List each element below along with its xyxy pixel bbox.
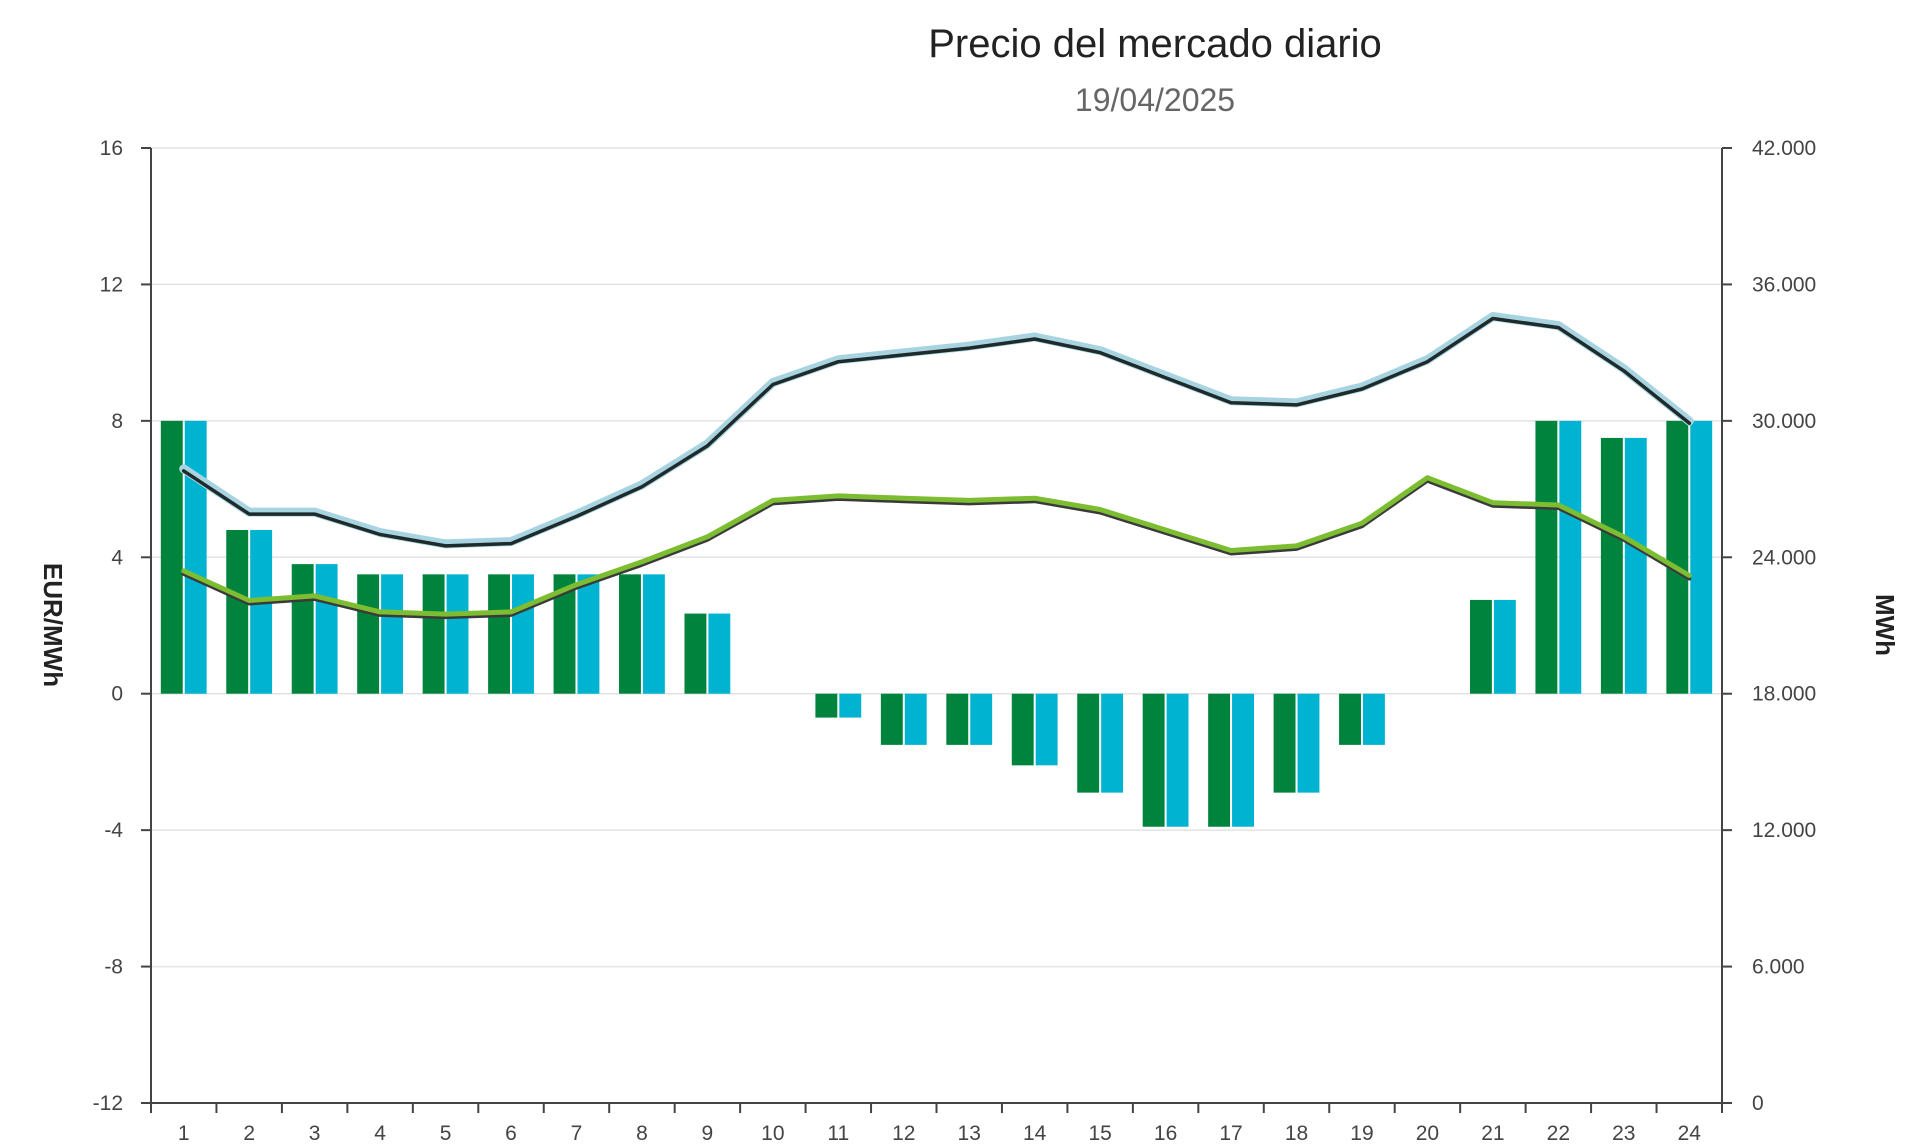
bar-dark [553, 574, 576, 694]
y-right-tick-label: 24.000 [1752, 546, 1816, 569]
bar-dark [1339, 693, 1361, 745]
bar-dark [422, 574, 445, 694]
x-tick-label: 11 [827, 1122, 849, 1145]
bar-light [1101, 693, 1124, 793]
bar-light [446, 574, 469, 694]
y-right-tick-label: 6.000 [1752, 956, 1805, 979]
bar-light [1493, 599, 1516, 694]
line-series [179, 312, 1694, 620]
bar-series [160, 420, 1713, 827]
y-left-tick-label: 0 [111, 683, 123, 706]
y-axis-left-title: EUR/MWh [38, 563, 68, 687]
x-tick-label: 19 [1350, 1122, 1373, 1145]
bar-dark [684, 613, 707, 694]
bar-dark [1600, 437, 1623, 694]
y-right-tick-label: 36.000 [1752, 273, 1816, 296]
bar-dark [1273, 693, 1296, 793]
bar-dark [1077, 693, 1100, 793]
x-tick-label: 4 [374, 1122, 386, 1145]
line-black [181, 316, 1692, 548]
y-right-tick-label: 12.000 [1752, 819, 1816, 842]
chart-subtitle: 19/04/2025 [1074, 82, 1236, 118]
y-right-tick-label: 30.000 [1752, 410, 1816, 433]
y-right-tick-label: 18.000 [1752, 683, 1816, 706]
bar-dark [880, 693, 903, 745]
y-left-tick-label: -12 [93, 1092, 123, 1115]
line-green-shadow [181, 478, 1692, 620]
x-tick-label: 15 [1088, 1122, 1111, 1145]
line-green [181, 475, 1692, 617]
bar-dark [488, 574, 511, 694]
x-tick-label: 20 [1416, 1122, 1439, 1145]
bar-light [839, 693, 862, 718]
x-tick-label: 16 [1154, 1122, 1177, 1145]
bar-light [577, 574, 600, 694]
x-tick-label: 23 [1612, 1122, 1635, 1145]
bar-light [642, 574, 665, 694]
x-tick-label: 22 [1547, 1122, 1570, 1145]
x-tick-label: 1 [178, 1122, 190, 1145]
x-tick-label: 2 [243, 1122, 255, 1145]
bar-light [970, 693, 993, 745]
bar-dark [1535, 420, 1558, 694]
axes [141, 147, 1732, 1113]
bar-light [315, 564, 338, 694]
bar-light [1297, 693, 1320, 793]
bar-dark [226, 530, 249, 694]
x-tick-label: 24 [1678, 1122, 1702, 1145]
bar-light [1035, 693, 1058, 766]
x-tick-label: 6 [505, 1122, 517, 1145]
bar-dark [619, 574, 641, 694]
bar-dark [1011, 693, 1034, 766]
bar-light [250, 530, 273, 694]
y-left-tick-label: 16 [100, 137, 123, 160]
bar-dark [946, 693, 969, 745]
bar-dark [357, 574, 380, 694]
x-tick-label: 18 [1285, 1122, 1308, 1145]
bar-light [512, 574, 534, 694]
y-left-tick-label: 8 [111, 410, 123, 433]
bar-dark [1469, 599, 1492, 694]
x-tick-label: 7 [571, 1122, 583, 1145]
bar-light [1690, 420, 1713, 694]
y-left-tick-label: 12 [100, 273, 123, 296]
bar-dark [815, 693, 838, 718]
bar-light [904, 693, 927, 745]
x-tick-label: 10 [761, 1122, 784, 1145]
y-right-tick-label: 42.000 [1752, 137, 1816, 160]
bar-light [1362, 693, 1385, 745]
x-tick-label: 9 [702, 1122, 714, 1145]
x-tick-label: 8 [636, 1122, 648, 1145]
bar-dark [291, 564, 314, 694]
y-left-tick-label: 4 [111, 546, 123, 569]
bar-light [381, 574, 404, 694]
x-tick-label: 21 [1481, 1122, 1504, 1145]
bar-light [1624, 437, 1647, 694]
x-tick-label: 5 [440, 1122, 452, 1145]
bar-light [708, 613, 731, 694]
bar-dark [1666, 420, 1689, 694]
x-tick-label: 13 [958, 1122, 981, 1145]
bar-light [1166, 693, 1189, 827]
bar-dark [160, 420, 183, 694]
bar-light [184, 420, 207, 694]
chart-title: Precio del mercado diario [928, 22, 1382, 66]
bar-dark [1208, 693, 1231, 827]
bar-dark [1142, 693, 1165, 827]
x-tick-label: 12 [892, 1122, 915, 1145]
x-tick-label: 3 [309, 1122, 321, 1145]
y-left-tick-label: -4 [104, 819, 123, 842]
y-right-tick-label: 0 [1752, 1092, 1764, 1115]
bar-light [1232, 693, 1254, 827]
y-axis-right-title: MWh [1870, 594, 1900, 656]
y-left-tick-label: -8 [104, 956, 123, 979]
bar-light [1559, 420, 1582, 694]
x-tick-label: 14 [1023, 1122, 1047, 1145]
x-tick-label: 17 [1219, 1122, 1242, 1145]
